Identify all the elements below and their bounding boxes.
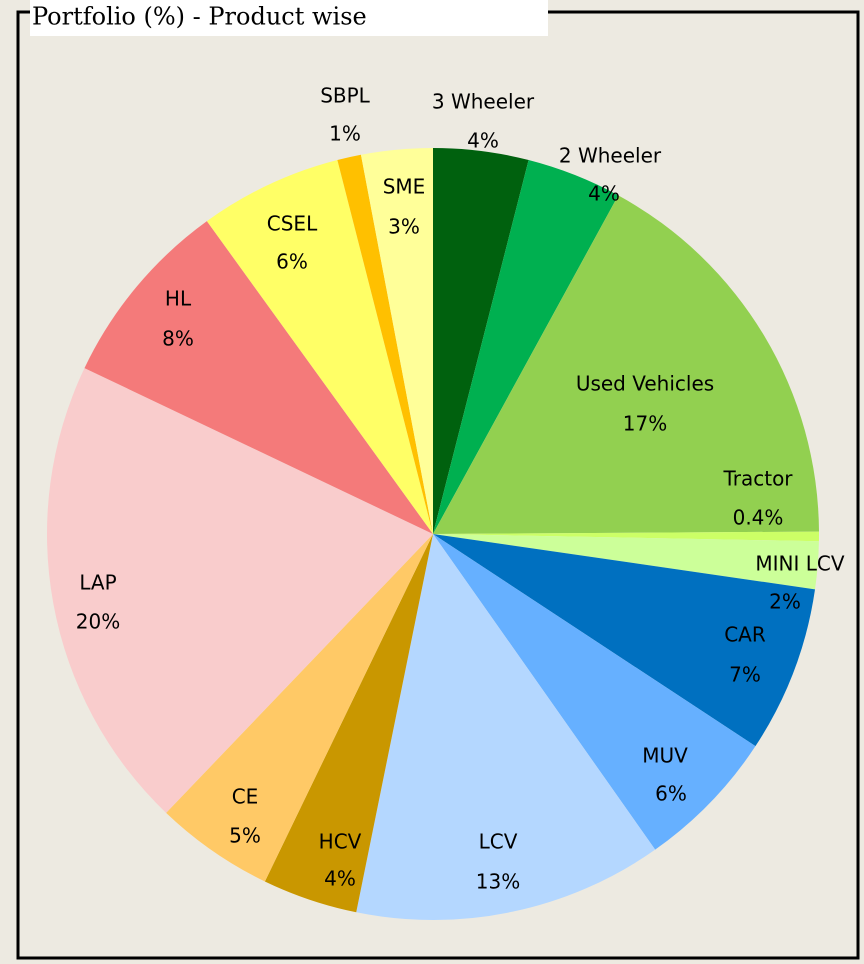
pie-slice [206, 160, 433, 534]
pie-slice [356, 534, 656, 920]
pie-slice [337, 154, 433, 535]
pie-slice [433, 160, 619, 534]
slice-value: 20% [76, 610, 120, 634]
slice-value: 17% [623, 412, 667, 436]
slice-value: 3% [388, 215, 420, 239]
pie-slice [433, 531, 819, 542]
pie-slice [433, 534, 756, 850]
slice-value: 1% [329, 122, 361, 146]
slice-label: 3 Wheeler [432, 90, 535, 114]
slice-label: Used Vehicles [576, 372, 714, 396]
pie-slice [166, 534, 433, 882]
slice-value: 2% [769, 590, 801, 614]
slice-label: HL [165, 287, 192, 311]
slice-value: 13% [476, 870, 520, 894]
slice-value: 4% [467, 129, 499, 153]
chart-title: Portfolio (%) - Product wise [32, 3, 367, 31]
pie-slice [433, 195, 819, 534]
pie-slice [84, 221, 434, 534]
slice-label: SME [383, 175, 426, 199]
slice-label: SBPL [320, 84, 370, 108]
slice-label: MUV [642, 744, 688, 768]
slice-value: 7% [729, 663, 761, 687]
slice-label: CAR [724, 623, 766, 647]
slice-value: 0.4% [733, 506, 784, 530]
slice-value: 6% [655, 782, 687, 806]
slice-value: 6% [276, 250, 308, 274]
slice-label: MINI LCV [755, 552, 844, 576]
slice-value: 4% [588, 182, 620, 206]
pie-slice [46, 368, 433, 813]
slice-label: HCV [319, 830, 362, 854]
slice-label: LAP [79, 571, 116, 595]
slice-value: 8% [162, 327, 194, 351]
slice-value: 5% [229, 824, 261, 848]
pie-slice [433, 148, 529, 534]
slice-label: CE [232, 785, 259, 809]
pie-slice [433, 534, 819, 590]
slice-label: 2 Wheeler [559, 144, 662, 168]
title-box [30, 0, 548, 36]
slice-value: 4% [324, 867, 356, 891]
pie-slice [433, 534, 816, 747]
slice-label: CSEL [267, 212, 318, 236]
pie-slice [360, 148, 433, 534]
slice-label: LCV [479, 830, 518, 854]
slice-label: Tractor [722, 467, 793, 491]
pie-slice [264, 534, 433, 913]
